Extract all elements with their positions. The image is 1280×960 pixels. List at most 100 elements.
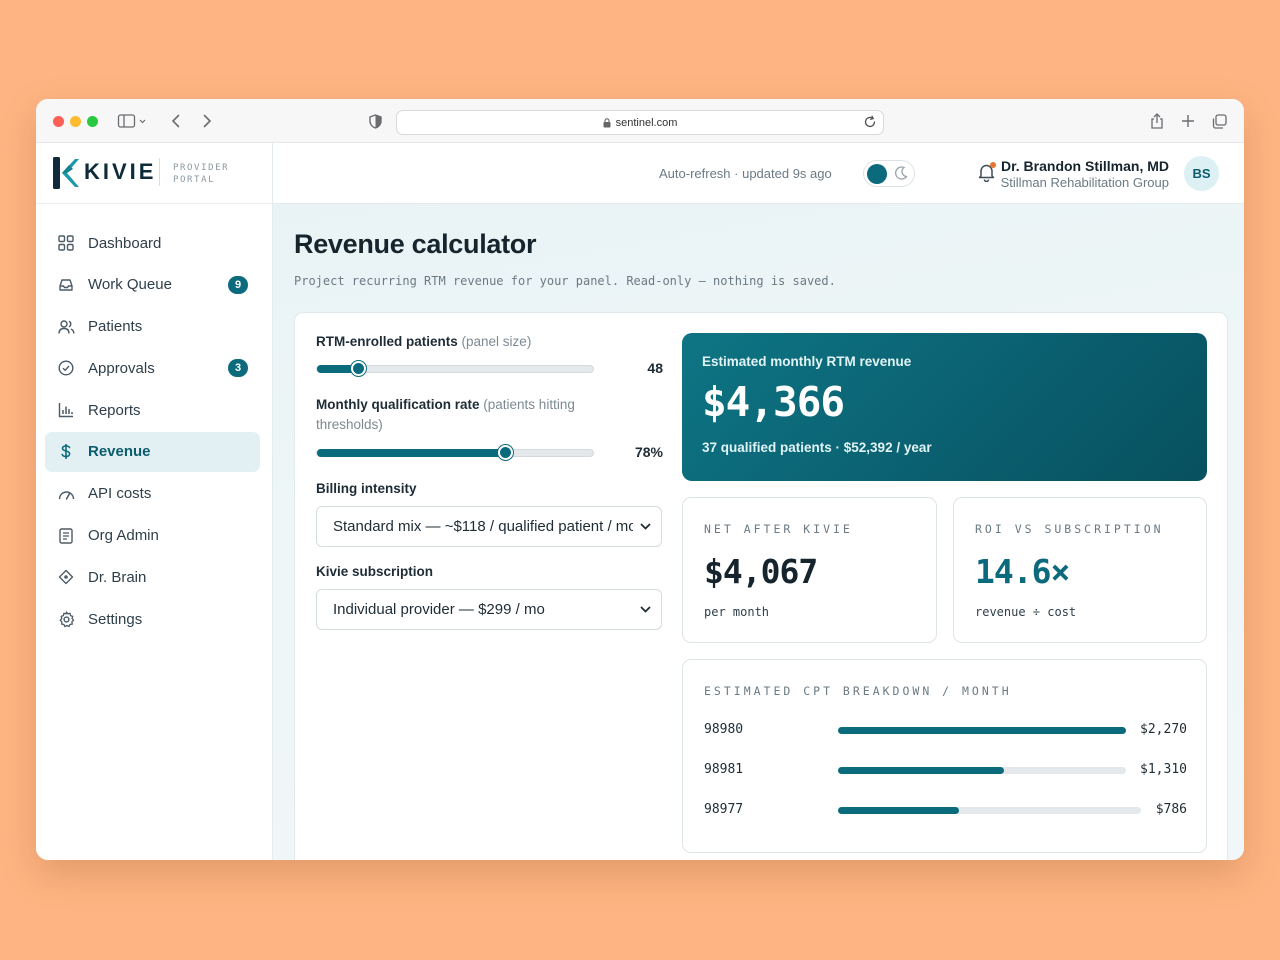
calculator-card: RTM-enrolled patients (panel size) 48 Mo… xyxy=(294,312,1228,860)
kivie-logo-icon[interactable] xyxy=(53,157,79,194)
panel-size-slider[interactable] xyxy=(316,361,594,376)
brand-subtitle-line2: PORTAL xyxy=(173,175,216,185)
forward-arrow-icon[interactable] xyxy=(196,111,218,131)
page-subtitle: Project recurring RTM revenue for your p… xyxy=(294,274,836,288)
sidebar-item-label: Work Queue xyxy=(88,276,172,294)
sidebar-item-settings[interactable]: Settings xyxy=(45,599,260,639)
user-organization: Stillman Rehabilitation Group xyxy=(1000,175,1169,190)
sidebar-item-label: Org Admin xyxy=(88,527,159,545)
cpt-breakdown-card: ESTIMATED CPT BREAKDOWN / MONTH 98980 $2… xyxy=(682,659,1207,853)
lock-icon xyxy=(603,117,611,128)
chevron-down-icon xyxy=(640,604,651,615)
roi-label: ROI VS SUBSCRIPTION xyxy=(975,522,1164,536)
sidebar-item-reports[interactable]: Reports xyxy=(45,390,260,430)
moon-icon xyxy=(894,165,909,182)
cpt-code: 98980 xyxy=(704,722,744,737)
cpt-amount: $786 xyxy=(1155,802,1187,817)
cpt-amount: $2,270 xyxy=(1140,722,1187,737)
document-icon xyxy=(57,527,75,545)
monthly-revenue-summary: 37 qualified patients · $52,392 / year xyxy=(702,440,932,455)
sidebar-item-revenue[interactable]: Revenue xyxy=(45,431,260,472)
maximize-window-button[interactable] xyxy=(87,116,98,127)
net-label: NET AFTER KIVIE xyxy=(704,522,853,536)
panel-size-label: RTM-enrolled patients (panel size) xyxy=(316,332,531,352)
reload-icon[interactable] xyxy=(863,115,877,129)
notification-bell-icon[interactable] xyxy=(978,162,996,182)
users-icon xyxy=(57,318,75,336)
billing-intensity-label: Billing intensity xyxy=(316,481,417,496)
cpt-bar-fill xyxy=(838,767,1005,774)
qualification-rate-slider[interactable] xyxy=(316,445,594,460)
cpt-amount: $1,310 xyxy=(1140,762,1187,777)
browser-window: sentinel.com KIVIE xyxy=(36,99,1244,860)
slider-thumb[interactable] xyxy=(351,361,367,376)
cpt-breakdown-title: ESTIMATED CPT BREAKDOWN / MONTH xyxy=(704,684,1012,698)
cpt-code: 98977 xyxy=(704,802,744,817)
qualification-rate-hint: (patients hitting thresholds) xyxy=(316,397,575,432)
sidebar-item-approvals[interactable]: Approvals 3 xyxy=(45,348,260,388)
sidebar-item-dashboard[interactable]: Dashboard xyxy=(45,223,260,263)
roi-value: 14.6× xyxy=(975,552,1070,591)
tab-overview-icon[interactable] xyxy=(1208,111,1230,131)
subscription-select[interactable]: Individual provider — $299 / mo xyxy=(316,589,662,630)
qualification-rate-label: Monthly qualification rate (patients hit… xyxy=(316,395,616,435)
panel-size-hint: (panel size) xyxy=(461,334,532,349)
check-circle-icon xyxy=(57,359,75,377)
bar-chart-icon xyxy=(57,401,75,419)
back-arrow-icon[interactable] xyxy=(165,111,187,131)
avatar[interactable]: BS xyxy=(1184,156,1219,191)
cpt-bar-track xyxy=(838,767,1126,774)
panel-size-value: 48 xyxy=(647,360,663,376)
net-after-kivie-card: NET AFTER KIVIE $4,067 per month xyxy=(682,497,937,643)
brand-name: KIVIE xyxy=(84,159,157,184)
sidebar-item-work-queue[interactable]: Work Queue 9 xyxy=(45,265,260,305)
minimize-window-button[interactable] xyxy=(70,116,81,127)
sidebar-item-label: Patients xyxy=(88,318,143,336)
panel-size-label-text: RTM-enrolled patients xyxy=(316,334,458,349)
cpt-bar-track xyxy=(838,727,1126,734)
url-text: sentinel.com xyxy=(615,116,678,129)
qualification-rate-value: 78% xyxy=(634,444,663,460)
cpt-row: 98977 $786 xyxy=(704,802,1187,820)
monthly-revenue-value: $4,366 xyxy=(702,378,845,426)
sidebar-item-api-costs[interactable]: API costs xyxy=(45,474,260,514)
sidebar: KIVIE PROVIDER PORTAL Dashboard Work Que… xyxy=(36,143,273,860)
theme-toggle[interactable] xyxy=(863,160,915,187)
diamond-icon xyxy=(57,568,75,586)
sidebar-item-label: API costs xyxy=(88,485,152,503)
monthly-revenue-card: Estimated monthly RTM revenue $4,366 37 … xyxy=(682,333,1207,481)
sidebar-toggle-icon[interactable] xyxy=(116,111,148,131)
brand-subtitle: PROVIDER PORTAL xyxy=(173,162,229,186)
address-bar[interactable]: sentinel.com xyxy=(396,110,884,135)
sidebar-item-patients[interactable]: Patients xyxy=(45,307,260,347)
gauge-icon xyxy=(57,485,75,503)
sidebar-item-dr-brain[interactable]: Dr. Brain xyxy=(45,557,260,597)
cpt-code: 98981 xyxy=(704,762,744,777)
brand-divider xyxy=(159,158,160,186)
browser-toolbar: sentinel.com xyxy=(36,99,1244,143)
billing-intensity-select[interactable]: Standard mix — ~$118 / qualified patient… xyxy=(316,506,662,547)
slider-fill xyxy=(317,449,505,457)
gear-icon xyxy=(57,610,75,628)
chevron-down-icon xyxy=(640,521,651,532)
new-tab-icon[interactable] xyxy=(1177,111,1199,131)
cpt-row: 98980 $2,270 xyxy=(704,722,1187,740)
count-badge: 3 xyxy=(228,359,248,378)
page-title: Revenue calculator xyxy=(294,229,537,259)
roi-card: ROI VS SUBSCRIPTION 14.6× revenue ÷ cost xyxy=(953,497,1207,643)
close-window-button[interactable] xyxy=(53,116,64,127)
sidebar-item-label: Reports xyxy=(88,401,141,419)
subscription-label: Kivie subscription xyxy=(316,564,434,579)
sidebar-item-org-admin[interactable]: Org Admin xyxy=(45,516,260,556)
brand-header: KIVIE PROVIDER PORTAL xyxy=(36,143,272,204)
slider-thumb[interactable] xyxy=(497,445,513,460)
slider-fill xyxy=(317,365,359,373)
top-header: Auto-refresh · updated 9s ago Dr. Brando… xyxy=(273,143,1244,204)
net-sub: per month xyxy=(704,605,770,619)
sidebar-item-label: Dr. Brain xyxy=(88,568,147,586)
sidebar-item-label: Dashboard xyxy=(88,234,162,252)
share-icon[interactable] xyxy=(1146,111,1168,131)
shield-icon[interactable] xyxy=(364,111,386,131)
main-content: Revenue calculator Project recurring RTM… xyxy=(273,204,1244,860)
grid-icon xyxy=(57,234,75,252)
